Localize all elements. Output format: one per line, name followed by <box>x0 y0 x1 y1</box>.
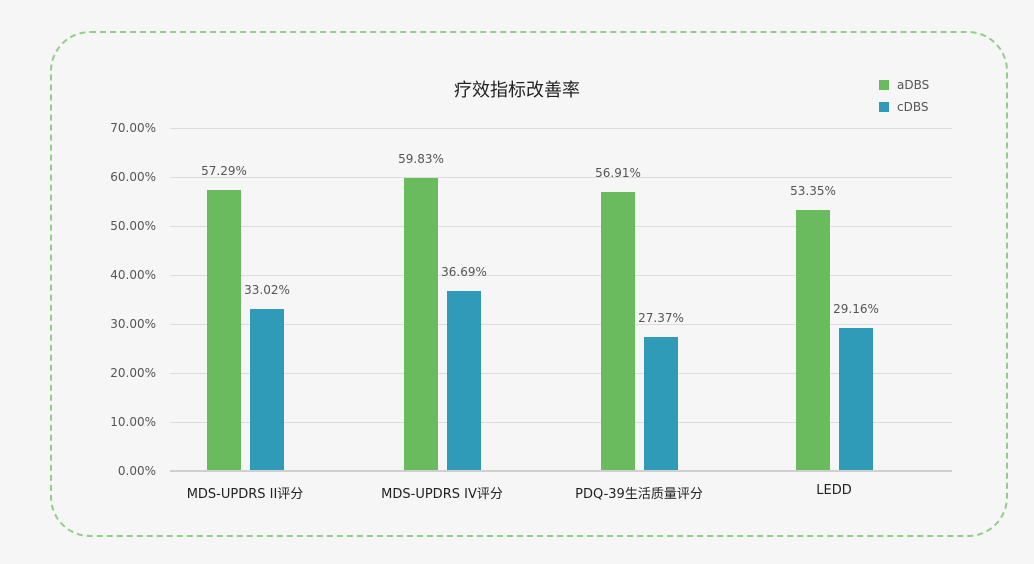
data-label: 56.91% <box>595 166 641 181</box>
data-label: 59.83% <box>398 151 444 166</box>
y-tick: 20.00% <box>110 366 156 380</box>
bar-cdbs[interactable] <box>644 336 678 471</box>
y-tick: 10.00% <box>110 415 156 429</box>
data-label: 57.29% <box>201 164 247 179</box>
x-tick-label: PDQ-39生活质量评分 <box>575 487 703 502</box>
bar-adbs[interactable] <box>601 192 635 471</box>
x-axis-line <box>170 470 952 472</box>
y-tick: 60.00% <box>110 170 156 184</box>
gridline <box>170 128 952 129</box>
legend-swatch-adbs-icon <box>879 80 889 90</box>
bar-adbs[interactable] <box>207 190 241 471</box>
gridline <box>170 177 952 178</box>
gridline <box>170 373 952 374</box>
data-label: 29.16% <box>833 302 879 317</box>
gridline <box>170 422 952 423</box>
legend-item-adbs[interactable]: aDBS <box>879 74 929 96</box>
legend-item-cdbs[interactable]: cDBS <box>879 96 929 118</box>
bar-adbs[interactable] <box>796 209 830 471</box>
bar-adbs[interactable] <box>404 177 438 471</box>
y-tick: 0.00% <box>117 464 156 478</box>
chart-title: 疗效指标改善率 <box>454 80 580 101</box>
bar-cdbs[interactable] <box>839 328 873 471</box>
gridline <box>170 275 952 276</box>
data-label: 53.35% <box>790 183 836 198</box>
x-tick-label: MDS-UPDRS II评分 <box>186 487 304 502</box>
y-tick: 30.00% <box>110 317 156 331</box>
gridline <box>170 226 952 227</box>
y-tick: 40.00% <box>110 268 156 282</box>
bar-cdbs[interactable] <box>250 309 284 471</box>
bar-cdbs[interactable] <box>447 291 481 471</box>
x-tick-label: LEDD <box>816 483 852 498</box>
data-label: 27.37% <box>638 310 684 325</box>
y-tick: 70.00% <box>110 121 156 135</box>
data-label: 33.02% <box>244 283 290 298</box>
legend-label-cdbs: cDBS <box>897 100 929 114</box>
gridline <box>170 324 952 325</box>
chart-legend: aDBS cDBS <box>879 74 929 118</box>
chart-card <box>50 31 1008 537</box>
x-tick-label: MDS-UPDRS IV评分 <box>381 487 503 502</box>
data-label: 36.69% <box>441 265 487 280</box>
legend-label-adbs: aDBS <box>897 78 930 92</box>
legend-swatch-cdbs-icon <box>879 102 889 112</box>
y-tick: 50.00% <box>110 219 156 233</box>
